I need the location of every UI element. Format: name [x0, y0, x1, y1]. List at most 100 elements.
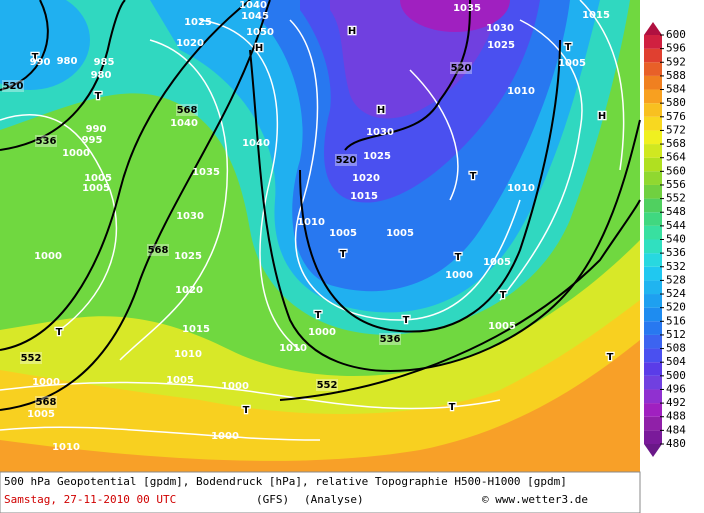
- legend-tick-label: 520: [666, 301, 686, 314]
- label-box: [35, 396, 57, 408]
- legend-tick-label: 528: [666, 273, 686, 286]
- isobar-label: 1045: [241, 11, 269, 22]
- isobar-label: 1040: [239, 0, 267, 11]
- pressure-center: T: [500, 290, 507, 301]
- label-box: [176, 104, 198, 116]
- legend-bin: [644, 62, 662, 76]
- caption-title: 500 hPa Geopotential [gpdm], Bodendruck …: [4, 475, 567, 488]
- legend-over: [644, 22, 662, 35]
- legend-bin: [644, 212, 662, 226]
- geopotential-label: 568: [177, 105, 198, 116]
- isobar-label: 1005: [488, 321, 516, 332]
- isobar-label: 1040: [170, 118, 198, 129]
- isobar-label: 1030: [366, 127, 394, 138]
- isobar-label: 1020: [175, 285, 203, 296]
- geopotential-label: 568: [148, 245, 169, 256]
- legend-bin: [644, 416, 662, 431]
- isobar-label: 1000: [34, 251, 62, 262]
- pressure-center: T: [95, 91, 102, 102]
- isobar-label: 1025: [184, 17, 212, 28]
- isobar-label: 1010: [174, 349, 202, 360]
- label-box: [335, 154, 357, 166]
- legend-bin: [644, 144, 662, 158]
- isobar-label: 990: [30, 57, 51, 68]
- isobar-label: 1050: [246, 27, 274, 38]
- label-box: [450, 62, 472, 74]
- pressure-center: T: [607, 352, 614, 363]
- isobar-label: 1005: [82, 183, 110, 194]
- legend-bin: [644, 266, 662, 281]
- label-box: [147, 244, 169, 256]
- pressure-center: T: [470, 171, 477, 182]
- isobar-label: 1025: [174, 251, 202, 262]
- pressure-center: T: [565, 42, 572, 53]
- legend-bin: [644, 307, 662, 322]
- legend-bin: [644, 157, 662, 172]
- legend-tick-label: 584: [666, 83, 686, 96]
- pressure-contours: [0, 0, 625, 441]
- legend-bin: [644, 198, 662, 213]
- legend-tick-label: 488: [666, 410, 686, 423]
- legend-bin: [644, 225, 662, 240]
- pressure-center: T: [449, 402, 456, 413]
- pressure-center: T: [56, 327, 63, 338]
- caption-run: (Analyse): [304, 493, 364, 506]
- legend-tick-label: 572: [666, 123, 686, 136]
- legend-tick-label: 524: [666, 287, 686, 300]
- legend-tick-label: 580: [666, 96, 686, 109]
- isobar-label: 1000: [32, 377, 60, 388]
- legend-bin: [644, 348, 662, 363]
- isobar-label: 1035: [453, 3, 481, 14]
- isobar-label: 1015: [350, 191, 378, 202]
- isobar-label: 1000: [211, 431, 239, 442]
- legend-tick-label: 500: [666, 369, 686, 382]
- isobar-label: 980: [57, 56, 78, 67]
- legend-tick-label: 560: [666, 164, 686, 177]
- legend-bin: [644, 89, 662, 104]
- legend-tick-label: 556: [666, 178, 686, 191]
- legend-bin: [644, 430, 662, 444]
- legend-tick-label: 504: [666, 355, 686, 368]
- isobar-label: 985: [94, 57, 115, 68]
- legend-tick-label: 492: [666, 396, 686, 409]
- legend-tick-label: 480: [666, 437, 686, 450]
- legend-bin: [644, 403, 662, 417]
- label-box: [20, 352, 42, 364]
- geopotential-label: 520: [336, 155, 357, 166]
- legend-under: [644, 444, 662, 457]
- geopotential-label: 552: [21, 353, 42, 364]
- legend-bin: [644, 184, 662, 199]
- isobar-label: 1010: [279, 343, 307, 354]
- legend-bin: [644, 389, 662, 404]
- legend-tick-label: 576: [666, 110, 686, 123]
- geopotential-label: 520: [3, 81, 24, 92]
- legend-tick-label: 588: [666, 69, 686, 82]
- legend-tick-label: 552: [666, 192, 686, 205]
- geopotential-contours: [0, 0, 641, 411]
- caption-copyright: © www.wetter3.de: [482, 493, 588, 506]
- legend-tick-label: 564: [666, 151, 686, 164]
- isobar-label: 1005: [386, 228, 414, 239]
- pressure-center: H: [348, 26, 356, 37]
- pressure-center: T: [32, 52, 39, 63]
- geopotential-label: 520: [451, 63, 472, 74]
- legend-tick-label: 512: [666, 328, 686, 341]
- label-box: [316, 379, 338, 391]
- isobar-label: 980: [91, 70, 112, 81]
- legend-bin: [644, 321, 662, 335]
- legend-bin: [644, 334, 662, 349]
- geopotential-label: 536: [36, 136, 57, 147]
- pressure-center: T: [315, 310, 322, 321]
- legend-bin: [644, 48, 662, 63]
- legend-tick-label: 516: [666, 314, 686, 327]
- pressure-center: H: [377, 105, 385, 116]
- isobar-label: 1030: [176, 211, 204, 222]
- isobar-label: 1020: [176, 38, 204, 49]
- isobar-label: 1000: [445, 270, 473, 281]
- geopotential-label: 552: [317, 380, 338, 391]
- pressure-center: T: [340, 249, 347, 260]
- isobar-label: 1010: [507, 183, 535, 194]
- caption: 500 hPa Geopotential [gpdm], Bodendruck …: [0, 471, 641, 513]
- label-box: [379, 333, 401, 345]
